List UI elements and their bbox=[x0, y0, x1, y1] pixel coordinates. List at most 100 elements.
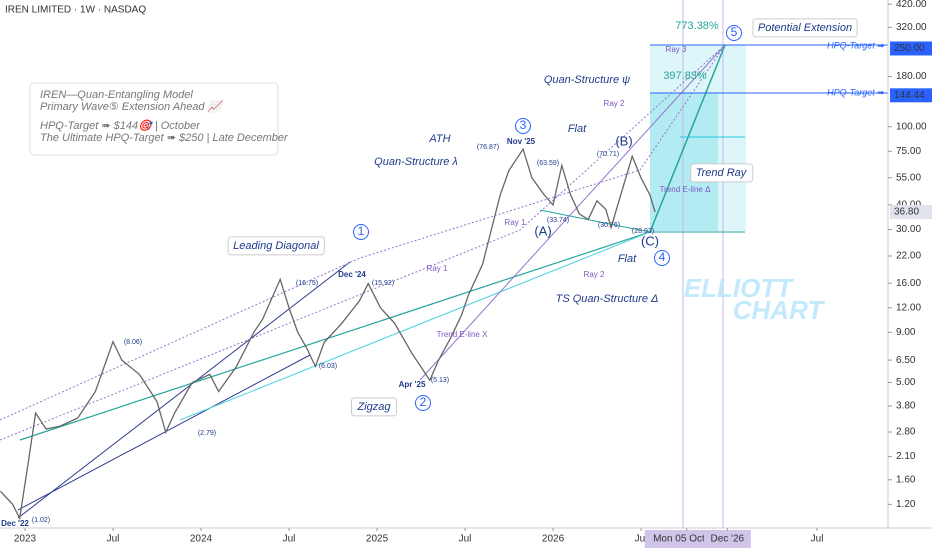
annotation: The Ultimate HPQ-Target ➠ $250 | Late De… bbox=[40, 132, 289, 144]
annotation-box bbox=[690, 163, 754, 183]
annotation: Ray 3 bbox=[666, 45, 687, 54]
annotation: Flat bbox=[568, 123, 587, 135]
wave-label: (A) bbox=[534, 223, 551, 238]
annotation: (5.13) bbox=[431, 377, 449, 384]
annotation: HPQ-Target ➠ bbox=[827, 87, 885, 97]
annotation: HPQ-Target ➠ $144🎯 | October bbox=[40, 119, 201, 132]
annotation: Primary Wave⑤ Extension Ahead 📈 bbox=[40, 100, 224, 113]
x-tick-label: Jul bbox=[635, 534, 648, 545]
x-tick-label: Jul bbox=[459, 534, 472, 545]
wave-circle bbox=[515, 118, 531, 134]
annotation: IREN—Quan-Entangling Model bbox=[40, 89, 193, 101]
projection-zone bbox=[650, 45, 746, 231]
y-tick-label: 1.60 bbox=[896, 474, 916, 485]
x-tick-label: Mon 05 Oct '26 bbox=[653, 534, 721, 545]
annotation: (76.87) bbox=[477, 144, 499, 151]
annotation: ELLIOTT bbox=[684, 273, 794, 303]
y-tick-label: 5.00 bbox=[896, 377, 916, 388]
annotation: Trend Ray bbox=[696, 167, 748, 179]
annotation: (1.02) bbox=[32, 517, 50, 524]
wave-circle bbox=[415, 395, 431, 411]
wave-label: 1 bbox=[358, 224, 365, 238]
annotation: CHART bbox=[733, 295, 826, 325]
x-tick-label: Jul bbox=[283, 534, 296, 545]
annotation: (16.75) bbox=[296, 280, 318, 287]
annotation-box bbox=[350, 397, 397, 417]
y-tick-label: 75.00 bbox=[896, 146, 921, 157]
annotation: (6.03) bbox=[319, 363, 337, 370]
annotation: Quan-Structure ψ bbox=[544, 74, 630, 86]
y-tick-label: 16.00 bbox=[896, 278, 921, 289]
y-tick-label: 30.00 bbox=[896, 224, 921, 235]
annotation: (30.76) bbox=[598, 222, 620, 229]
price-tag bbox=[890, 205, 932, 220]
annotation: Leading Diagonal bbox=[233, 240, 319, 252]
y-tick-label: 2.10 bbox=[896, 451, 916, 462]
annotation: Dec '24 bbox=[338, 270, 366, 279]
annotation: (28.93) bbox=[632, 228, 654, 235]
wave-circle bbox=[654, 250, 670, 266]
annotation: Quan-Structure λ bbox=[374, 156, 458, 168]
price-tag bbox=[890, 88, 932, 103]
annotation: Trend E-line X bbox=[437, 330, 489, 339]
y-tick-label: 9.00 bbox=[896, 327, 916, 338]
annotation: Nov '25 bbox=[507, 137, 536, 146]
y-tick-label: 320.00 bbox=[896, 22, 927, 33]
y-tick-label: 1.20 bbox=[896, 499, 916, 510]
annotation: (70.71) bbox=[597, 151, 619, 158]
x-tick-label: 2023 bbox=[14, 534, 37, 545]
x-tick-label: Jul bbox=[811, 534, 824, 545]
wave-circle bbox=[353, 224, 369, 240]
y-tick-label: 3.80 bbox=[896, 401, 916, 412]
annotation: Zigzag bbox=[356, 401, 391, 413]
price-tag bbox=[890, 41, 932, 56]
annotation: Dec '22 bbox=[1, 519, 29, 528]
projection-zone bbox=[650, 93, 718, 231]
x-tick-label: Jul bbox=[107, 534, 120, 545]
annotation: (33.74) bbox=[547, 217, 569, 224]
wave-label: (C) bbox=[641, 233, 659, 248]
y-tick-label: 2.80 bbox=[896, 427, 916, 438]
annotation: TS Quan-Structure Δ bbox=[556, 293, 659, 305]
y-tick-label: 12.00 bbox=[896, 302, 921, 313]
y-tick-label: 100.00 bbox=[896, 121, 927, 132]
wave-label: 3 bbox=[520, 118, 527, 132]
annotation: Potential Extension bbox=[758, 22, 852, 34]
y-tick-label: 6.50 bbox=[896, 355, 916, 366]
annotation: 773.38% bbox=[675, 20, 719, 32]
price-line bbox=[0, 147, 656, 521]
wave-label: 5 bbox=[731, 25, 738, 39]
annotation: Trend E-line Δ bbox=[660, 185, 712, 194]
annotation: Ray 1 bbox=[505, 218, 526, 227]
annotation: (63.59) bbox=[537, 160, 559, 167]
y-tick-label: 420.00 bbox=[896, 0, 927, 10]
x-tick-label: 2024 bbox=[190, 534, 213, 545]
x-tick-label: 2025 bbox=[366, 534, 389, 545]
wave-label: 4 bbox=[659, 250, 666, 264]
annotation: Apr '25 bbox=[399, 380, 426, 389]
annotation: HPQ-Target ➠ bbox=[827, 40, 885, 50]
y-tick-label: 55.00 bbox=[896, 172, 921, 183]
wave-label: (B) bbox=[615, 133, 632, 148]
price-tag-label: 36.80 bbox=[894, 207, 919, 218]
trendlines bbox=[0, 44, 888, 519]
y-tick-label: 22.00 bbox=[896, 251, 921, 262]
price-tag-label: 144.44 bbox=[894, 90, 925, 101]
y-tick-label: 180.00 bbox=[896, 71, 927, 82]
annotation-box bbox=[752, 18, 858, 38]
annotation: 397.83% bbox=[663, 70, 707, 82]
annotation: ATH bbox=[428, 133, 450, 145]
info-box bbox=[29, 82, 279, 156]
annotation-box bbox=[227, 236, 325, 256]
x-tick-highlight bbox=[703, 530, 751, 548]
annotation: Ray 1 bbox=[427, 264, 448, 273]
price-tag-label: 250.00 bbox=[894, 43, 925, 54]
annotation: (2.79) bbox=[198, 430, 216, 437]
annotation: Flat bbox=[618, 253, 637, 265]
annotation: IREN LIMITED · 1W · NASDAQ bbox=[5, 5, 146, 16]
annotation: (8.06) bbox=[124, 339, 142, 346]
annotation: Ray 2 bbox=[584, 270, 605, 279]
annotation: Ray 2 bbox=[604, 99, 625, 108]
wave-circle bbox=[726, 25, 742, 41]
